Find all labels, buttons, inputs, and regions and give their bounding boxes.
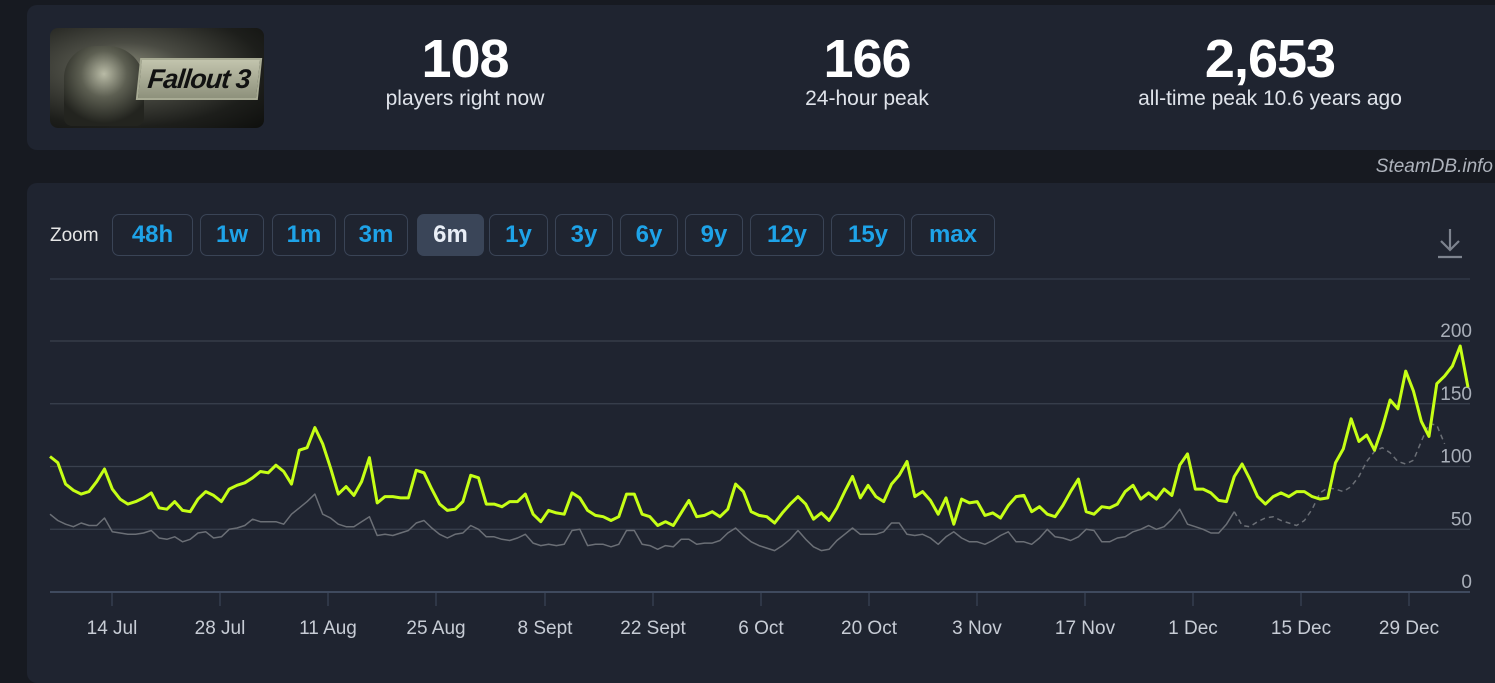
y-axis-label: 150 bbox=[1440, 384, 1472, 405]
average-players-projected-line[interactable] bbox=[1233, 423, 1446, 528]
x-axis-label: 3 Nov bbox=[952, 618, 1002, 639]
x-axis-label: 14 Jul bbox=[87, 618, 138, 639]
stat-24h-peak: 166 24-hour peak bbox=[762, 30, 972, 112]
zoom-label: Zoom bbox=[50, 225, 99, 246]
x-axis-label: 28 Jul bbox=[195, 618, 246, 639]
x-axis-label: 25 Aug bbox=[406, 618, 465, 639]
zoom-button-1m[interactable]: 1m bbox=[272, 214, 336, 256]
game-logo[interactable]: Fallout 3 bbox=[50, 28, 264, 128]
zoom-button-3m[interactable]: 3m bbox=[344, 214, 408, 256]
zoom-button-6y[interactable]: 6y bbox=[620, 214, 678, 256]
x-axis-label: 11 Aug bbox=[299, 618, 357, 639]
y-axis-label: 0 bbox=[1461, 572, 1472, 593]
stat-value: 2,653 bbox=[1204, 29, 1336, 89]
y-axis-label: 50 bbox=[1451, 509, 1472, 530]
power-armor-icon bbox=[64, 46, 144, 126]
zoom-button-3y[interactable]: 3y bbox=[555, 214, 613, 256]
x-axis-label: 22 Sept bbox=[620, 618, 686, 639]
x-axis-label: 17 Nov bbox=[1055, 618, 1116, 639]
y-axis-label: 100 bbox=[1440, 447, 1472, 468]
zoom-button-15y[interactable]: 15y bbox=[831, 214, 905, 256]
x-axis-label: 20 Oct bbox=[841, 618, 898, 639]
x-axis-label: 29 Dec bbox=[1379, 618, 1439, 639]
stat-label: players right now bbox=[385, 87, 545, 110]
stats-panel bbox=[27, 5, 1495, 150]
average-players-line[interactable] bbox=[49, 493, 1235, 552]
zoom-button-48h[interactable]: 48h bbox=[112, 214, 193, 256]
stat-label: 24-hour peak bbox=[805, 87, 929, 110]
stat-value: 166 bbox=[823, 29, 911, 89]
stat-label: all-time peak 10.6 years ago bbox=[1138, 87, 1402, 110]
x-axis-label: 8 Sept bbox=[518, 618, 574, 639]
zoom-button-max[interactable]: max bbox=[911, 214, 995, 256]
stat-value: 108 bbox=[421, 29, 509, 89]
zoom-button-9y[interactable]: 9y bbox=[685, 214, 743, 256]
zoom-button-12y[interactable]: 12y bbox=[750, 214, 824, 256]
zoom-button-1w[interactable]: 1w bbox=[200, 214, 264, 256]
stat-all-time-peak: 2,653 all-time peak 10.6 years ago bbox=[1110, 30, 1430, 112]
x-axis-label: 15 Dec bbox=[1271, 618, 1331, 639]
x-axis-label: 1 Dec bbox=[1168, 618, 1218, 639]
steamdb-watermark[interactable]: SteamDB.info bbox=[1375, 156, 1493, 177]
player-count-chart[interactable]: 0 50 100 150 200 14 Jul 28 Jul 11 Aug 25 Aug 8 Se… bbox=[0, 0, 1495, 669]
download-icon[interactable] bbox=[1436, 226, 1464, 260]
stat-players-now: 108 players right now bbox=[360, 30, 570, 112]
zoom-button-1y[interactable]: 1y bbox=[489, 214, 548, 256]
zoom-button-6m[interactable]: 6m bbox=[417, 214, 484, 256]
y-axis-label: 200 bbox=[1440, 321, 1472, 342]
players-line[interactable] bbox=[49, 344, 1470, 527]
x-axis-label: 6 Oct bbox=[738, 618, 784, 639]
